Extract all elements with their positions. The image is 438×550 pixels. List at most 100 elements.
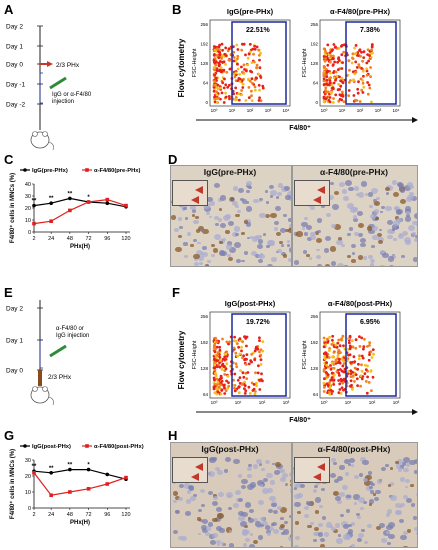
tissue-nucleus [269, 190, 277, 196]
tissue-nucleus [175, 509, 180, 514]
tissue-nucleus [403, 467, 409, 473]
tissue-nucleus [330, 181, 335, 186]
tissue-nucleus [226, 253, 231, 257]
tissue-nucleus [245, 206, 252, 212]
tissue-nucleus [276, 232, 281, 237]
flow-event-dot [236, 354, 240, 358]
tissue-nucleus [399, 188, 405, 193]
flow-event-dot [237, 345, 241, 349]
tissue-nucleus [351, 259, 356, 263]
flow-event-dot [340, 44, 344, 47]
tissue-nucleus [241, 530, 249, 536]
flow-event-dot [324, 343, 328, 347]
flow-event-dot [248, 50, 252, 54]
arrowhead-marker-icon [191, 196, 199, 204]
tissue-nucleus [290, 483, 291, 488]
tissue-nucleus [321, 515, 327, 520]
tissue-nucleus [357, 255, 363, 260]
flow-plot-frame [209, 311, 291, 399]
tissue-nucleus [205, 525, 212, 531]
legend-label: α-F4/80(post-PHx) [94, 444, 144, 450]
flow-event-dot [365, 73, 369, 77]
flow-y-title: Flow cytometry [177, 38, 186, 97]
tissue-nucleus [213, 495, 219, 501]
flow-event-dot [240, 346, 243, 349]
tissue-nucleus [345, 180, 352, 186]
tissue-nucleus [254, 521, 262, 528]
flow-event-dot [224, 46, 228, 50]
tissue-nucleus [395, 509, 402, 516]
tissue-nucleus [230, 197, 235, 201]
histology-image-anti-f480-pre [292, 165, 418, 267]
flow-event-dot [328, 96, 332, 99]
flow-event-dot [255, 381, 258, 385]
tissue-nucleus [189, 496, 196, 501]
flow-event-dot [215, 67, 219, 71]
tissue-nucleus [276, 196, 280, 199]
flow-event-dot [368, 86, 372, 90]
tissue-nucleus [389, 466, 394, 470]
tissue-nucleus [208, 491, 213, 496]
flow-event-dot [255, 63, 259, 67]
flow-event-dot [217, 61, 221, 65]
flow-event-dot [341, 364, 345, 368]
tissue-nucleus [184, 254, 189, 259]
tissue-nucleus [339, 514, 344, 518]
flow-event-dot [324, 97, 328, 100]
flow-event-dot [258, 336, 261, 340]
tissue-nucleus [385, 192, 389, 196]
tissue-nucleus [280, 517, 284, 521]
flow-event-dot [347, 353, 350, 357]
flow-event-dot [261, 349, 265, 353]
day-label: Day 0 [6, 62, 23, 69]
tissue-nucleus [373, 199, 377, 203]
flow-event-dot [232, 92, 236, 96]
tissue-nucleus [219, 240, 223, 244]
flow-x-tick-label: 10² [247, 108, 254, 113]
tissue-nucleus [287, 258, 291, 262]
tissue-nucleus [325, 235, 332, 241]
tissue-nucleus [198, 255, 204, 261]
tissue-nucleus [357, 210, 364, 216]
flow-y-axis-label: FSC-Height [302, 48, 308, 77]
tissue-nucleus [410, 503, 416, 508]
tissue-nucleus [306, 254, 310, 257]
flow-event-dot [218, 48, 222, 51]
flow-event-dot [222, 384, 226, 388]
tissue-nucleus [288, 471, 291, 478]
tissue-nucleus [172, 500, 177, 504]
flow-event-dot [328, 51, 332, 54]
flow-y-tick-label: 256 [310, 22, 318, 27]
tissue-nucleus [367, 226, 373, 231]
flow-event-dot [220, 389, 224, 392]
data-point [49, 201, 53, 205]
tissue-nucleus [198, 226, 204, 231]
flow-event-dot [217, 45, 221, 49]
tissue-nucleus [265, 200, 270, 204]
flow-event-dot [214, 371, 217, 375]
flow-event-dot [259, 363, 263, 366]
flow-event-dot [244, 363, 248, 366]
flow-event-dot [252, 52, 256, 56]
tissue-nucleus [257, 239, 264, 244]
tissue-nucleus [215, 223, 219, 227]
tissue-nucleus [308, 257, 312, 261]
flow-event-dot [370, 43, 374, 47]
series-line [33, 198, 127, 225]
flow-event-dot [250, 381, 254, 385]
tissue-nucleus [244, 524, 249, 529]
tissue-nucleus [348, 463, 352, 466]
tissue-nucleus [270, 523, 275, 526]
flow-event-dot [253, 85, 257, 89]
flow-event-dot [370, 100, 373, 104]
flow-event-dot [352, 79, 355, 82]
flow-event-dot [324, 90, 328, 94]
tissue-nucleus [377, 237, 384, 243]
tissue-nucleus [368, 503, 373, 507]
tissue-nucleus [284, 482, 288, 486]
tissue-nucleus [365, 474, 372, 481]
flow-event-dot [324, 357, 327, 361]
tissue-nucleus [204, 264, 210, 266]
flow-event-dot [222, 86, 226, 90]
flow-event-dot [367, 381, 371, 384]
